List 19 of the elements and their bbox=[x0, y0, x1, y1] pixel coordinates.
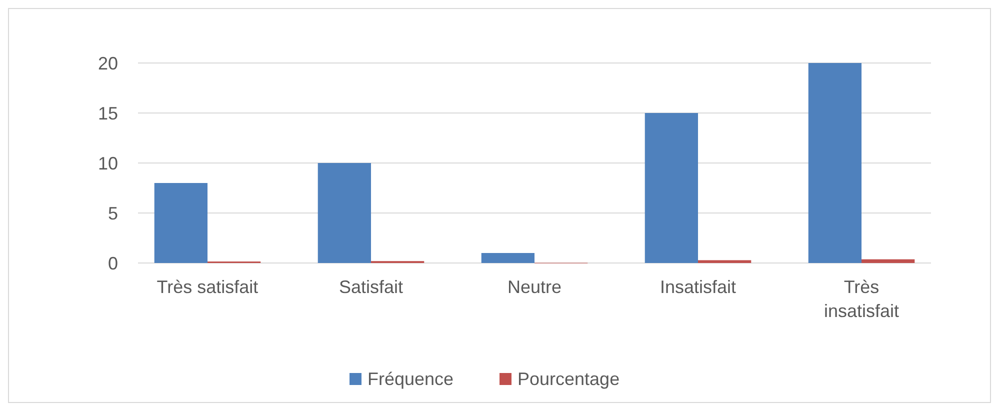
y-tick-label: 20 bbox=[98, 53, 118, 74]
x-tick-label: Satisfait bbox=[338, 277, 404, 297]
x-tick-label: Très satisfait bbox=[156, 277, 258, 297]
bar bbox=[644, 113, 698, 263]
bar bbox=[698, 260, 752, 263]
legend-label: Pourcentage bbox=[518, 369, 620, 389]
x-tick-label: Insatisfait bbox=[660, 277, 736, 297]
bar bbox=[808, 63, 862, 263]
bar bbox=[318, 163, 371, 263]
legend-label: Fréquence bbox=[368, 369, 454, 389]
y-tick-label: 15 bbox=[98, 103, 118, 124]
y-tick-label: 10 bbox=[98, 153, 118, 174]
x-tick-label: Très insatisfait bbox=[824, 277, 900, 321]
y-tick-label: 5 bbox=[108, 203, 118, 224]
bar bbox=[481, 253, 534, 263]
x-tick-label: Neutre bbox=[507, 277, 562, 297]
bar bbox=[862, 259, 915, 263]
y-tick-label: 0 bbox=[108, 253, 118, 274]
bar bbox=[154, 183, 208, 263]
